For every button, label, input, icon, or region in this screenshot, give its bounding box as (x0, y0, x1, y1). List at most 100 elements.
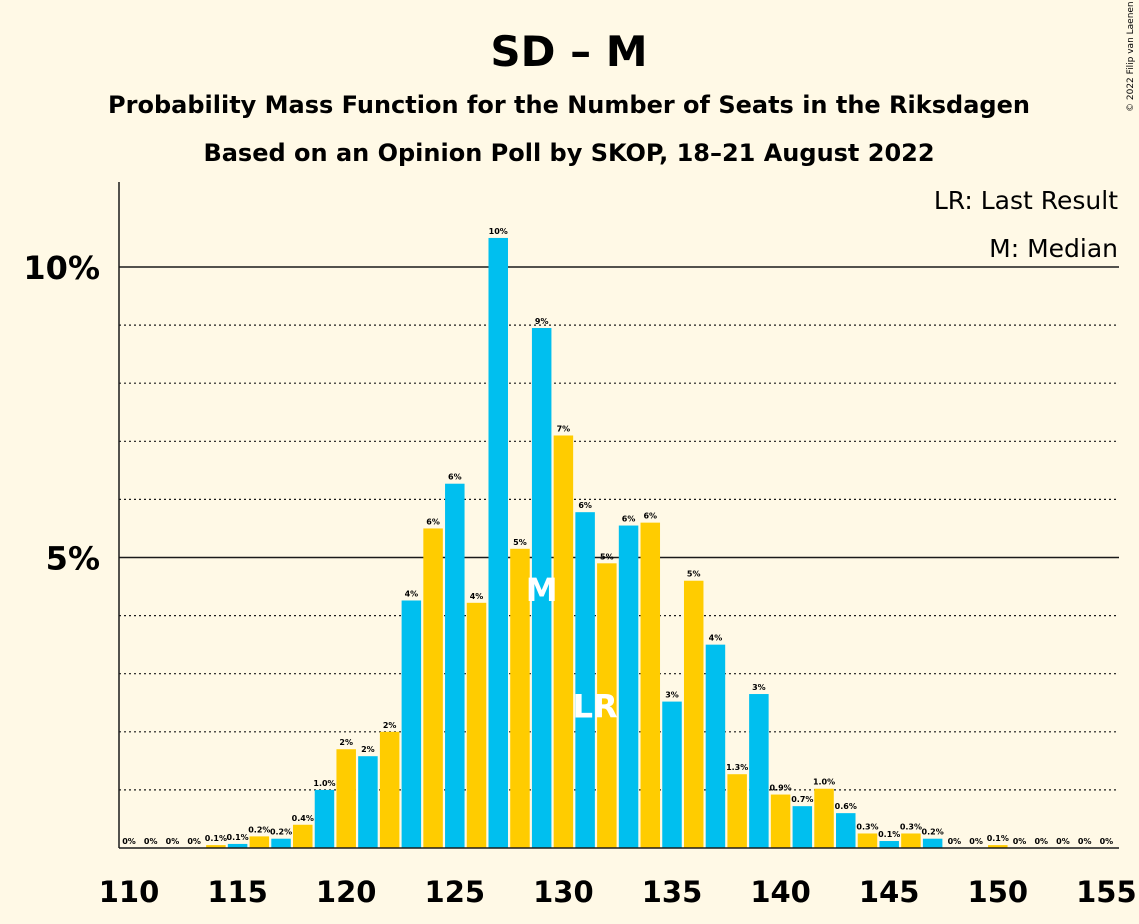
data-label-140: 0.9% (770, 784, 792, 793)
legend-median: M: Median (989, 234, 1118, 263)
data-label-137: 4% (709, 634, 723, 643)
bar-130 (553, 435, 574, 848)
x-tick-label: 130 (533, 875, 594, 909)
data-label-120: 2% (339, 738, 353, 747)
data-label-145: 0.1% (878, 830, 900, 839)
data-label-114: 0.1% (205, 834, 227, 843)
data-label-131: 6% (578, 501, 592, 510)
data-label-143: 0.6% (835, 802, 857, 811)
data-label-147: 0.2% (922, 828, 944, 837)
x-ticks: 110 115 120 125 130 135 140 145 150 155 (99, 875, 1137, 909)
data-label-134: 6% (643, 512, 657, 521)
data-label-111: 0% (144, 837, 158, 846)
bar-137 (705, 644, 726, 848)
x-tick-label: 145 (859, 875, 920, 909)
data-label-119: 1.0% (313, 779, 335, 788)
data-label-121: 2% (361, 745, 375, 754)
bar-146 (901, 833, 921, 848)
chart-subtitle-1: Probability Mass Function for the Number… (108, 91, 1030, 119)
bar-123 (401, 600, 422, 848)
last-result-marker: LR (573, 687, 618, 725)
data-label-126: 4% (470, 592, 484, 601)
bar-129 (531, 328, 552, 848)
data-label-116: 0.2% (248, 825, 270, 834)
bar-124 (423, 528, 443, 848)
y-ticks: 5% 10% (23, 249, 100, 578)
data-label-117: 0.2% (270, 828, 292, 837)
bar-121 (358, 756, 378, 848)
x-tick-label: 155 (1076, 875, 1137, 909)
bar-147 (922, 838, 943, 848)
data-label-149: 0% (969, 837, 983, 846)
bar-131 (575, 512, 595, 848)
bar-120 (336, 749, 356, 848)
data-label-115: 0.1% (227, 833, 249, 842)
data-label-128: 5% (513, 538, 527, 547)
bar-142 (814, 788, 834, 848)
x-tick-label: 110 (99, 875, 160, 909)
bar-116 (249, 836, 270, 848)
bar-128 (510, 548, 530, 848)
bar-145 (879, 841, 899, 848)
data-label-153: 0% (1056, 837, 1070, 846)
data-label-110: 0% (122, 837, 136, 846)
data-label-123: 4% (405, 589, 419, 598)
copyright-text: © 2022 Filip van Laenen (1126, 1, 1136, 112)
data-label-146: 0.3% (900, 822, 922, 831)
legend-last-result: LR: Last Result (934, 186, 1118, 215)
bar-133 (618, 525, 639, 848)
chart-subtitle-2: Based on an Opinion Poll by SKOP, 18–21 … (203, 139, 934, 167)
data-label-141: 0.7% (791, 795, 813, 804)
median-marker: M (526, 571, 558, 609)
x-tick-label: 125 (425, 875, 486, 909)
bar-134 (640, 522, 661, 848)
data-label-118: 0.4% (292, 814, 314, 823)
data-label-129: 9% (535, 317, 549, 326)
x-tick-label: 115 (207, 875, 268, 909)
bar-115 (227, 843, 248, 848)
data-label-150: 0.1% (987, 834, 1009, 843)
data-label-154: 0% (1078, 837, 1092, 846)
bar-136 (683, 580, 704, 848)
data-label-127: 10% (489, 227, 508, 236)
data-label-139: 3% (752, 683, 766, 692)
bars (206, 237, 1008, 848)
data-label-144: 0.3% (856, 822, 878, 831)
chart-title: SD – M (490, 27, 647, 76)
data-label-130: 7% (557, 424, 571, 433)
x-tick-label: 120 (316, 875, 377, 909)
bar-139 (749, 694, 769, 848)
data-label-151: 0% (1013, 837, 1027, 846)
bar-140 (770, 794, 791, 848)
bar-118 (293, 824, 313, 848)
data-label-142: 1.0% (813, 778, 835, 787)
bar-119 (314, 789, 335, 848)
data-label-113: 0% (187, 837, 201, 846)
data-label-152: 0% (1034, 837, 1048, 846)
data-label-124: 6% (426, 517, 440, 526)
bar-150 (988, 845, 1008, 848)
data-label-148: 0% (948, 837, 962, 846)
data-label-135: 3% (665, 691, 679, 700)
data-label-138: 1.3% (726, 763, 748, 772)
data-labels: 0% 0% 0% 0% 0.1% 0.1%0.2% 0.2%0.4%1.0%2%2%2%4%… (122, 227, 1113, 846)
data-label-122: 2% (383, 721, 397, 730)
bar-144 (857, 833, 878, 848)
x-tick-label: 150 (968, 875, 1029, 909)
bar-125 (445, 483, 465, 848)
bar-135 (662, 701, 682, 848)
bar-127 (488, 237, 508, 848)
data-label-125: 6% (448, 473, 462, 482)
bar-122 (379, 731, 400, 848)
x-tick-label: 140 (750, 875, 811, 909)
x-tick-label: 135 (642, 875, 703, 909)
bar-126 (466, 602, 487, 848)
bar-141 (792, 806, 813, 848)
bar-143 (836, 813, 856, 848)
data-label-136: 5% (687, 570, 701, 579)
data-label-155: 0% (1100, 837, 1114, 846)
y-tick-label: 10% (23, 249, 100, 287)
bar-138 (727, 774, 747, 848)
bar-114 (206, 845, 226, 848)
